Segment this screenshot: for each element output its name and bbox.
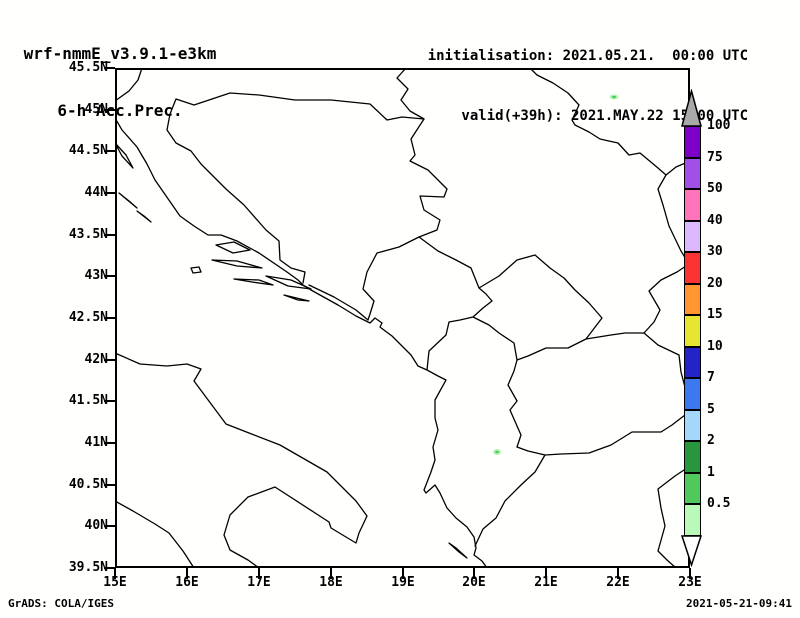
lon-axis-label: 21E (534, 575, 558, 590)
axis-tick (104, 525, 115, 527)
colorbar-overflow-arrow-top (681, 89, 702, 127)
axis-tick (617, 568, 619, 579)
colorbar-segment (684, 409, 701, 441)
colorbar-label: 50 (707, 181, 723, 196)
italy-coastline (115, 352, 368, 568)
axis-tick (104, 359, 115, 361)
colorbar-segment (684, 189, 701, 221)
map-frame (115, 68, 690, 568)
valid-time: valid(+39h): 2021.MAY.22 15:00 UTC (461, 108, 748, 124)
model-name: wrf-nmmE_v3.9.1-e3km (23, 44, 217, 63)
grads-credit: GrADS: COLA/IGES (8, 597, 114, 610)
lat-axis-label: 44.5N (68, 143, 108, 158)
colorbar-segment (684, 441, 701, 473)
colorbar-label: 20 (707, 275, 723, 291)
axis-tick (114, 568, 116, 579)
colorbar-label: 0.5 (707, 496, 731, 511)
run-info-block: initialisation: 2021.05.21. 00:00 UTC va… (428, 6, 748, 166)
lon-axis-label: 22E (606, 575, 630, 590)
adriatic-coastline (115, 117, 488, 568)
lon-axis-label: 16E (175, 575, 199, 590)
axis-tick (545, 568, 547, 579)
colorbar-segment (684, 378, 701, 410)
colorbar-label: 30 (707, 244, 723, 259)
axis-tick (473, 568, 475, 579)
model-title-block: wrf-nmmE_v3.9.1-e3km 6-h Acc.Prec. (8, 6, 232, 158)
montenegro-kosovo-borders (418, 236, 603, 371)
axis-tick (104, 234, 115, 236)
axis-tick (689, 568, 691, 579)
lat-axis-label: 39.5N (68, 560, 108, 575)
axis-tick (104, 317, 115, 319)
colorbar-segment (684, 346, 701, 378)
colorbar-label: 15 (707, 307, 723, 322)
colorbar-segment (684, 157, 701, 189)
lon-axis-label: 23E (678, 575, 702, 590)
lon-axis-label: 20E (462, 575, 486, 590)
product-name: 6-h Acc.Prec. (57, 101, 183, 120)
lon-axis-label: 19E (391, 575, 415, 590)
axis-tick (104, 567, 115, 569)
colorbar-label: 10 (707, 338, 723, 354)
lat-axis-label: 41.5N (68, 393, 108, 408)
colorbar-segment (684, 126, 701, 158)
colorbar-segment (684, 472, 701, 504)
aegean-coastline (657, 465, 690, 568)
colorbar-label: 2 (707, 433, 715, 448)
axis-tick (330, 568, 332, 579)
lat-axis-label: 43N (84, 268, 108, 283)
colorbar-label: 1 (707, 464, 715, 480)
colorbar-overflow-arrow-bottom (681, 535, 702, 567)
colorbar-segment (684, 504, 701, 536)
lon-axis-label: 18E (319, 575, 343, 590)
colorbar-label: 75 (707, 149, 723, 165)
lat-axis-label: 42.5N (68, 310, 108, 325)
colorbar-segment (684, 283, 701, 315)
serbia-bulgaria-border (643, 174, 690, 334)
colorbar-label: 40 (707, 212, 723, 228)
lat-axis-label: 45N (84, 102, 108, 117)
lat-axis-label: 40.5N (68, 477, 108, 492)
axis-tick (104, 109, 115, 111)
lat-axis-label: 44N (84, 185, 108, 200)
lat-axis-label: 41N (84, 435, 108, 450)
colorbar-segment (684, 315, 701, 347)
lat-axis-label: 45.5N (68, 60, 108, 75)
croatian-islands (115, 142, 468, 559)
axis-tick (104, 484, 115, 486)
colorbar-label: 100 (707, 118, 731, 133)
lon-axis-label: 15E (103, 575, 127, 590)
precip-spot-core (612, 95, 616, 99)
colorbar-label: 7 (707, 370, 715, 385)
axis-tick (402, 568, 404, 579)
lon-axis-label: 17E (247, 575, 271, 590)
axis-tick (104, 400, 115, 402)
northern-borders (115, 68, 690, 176)
colorbar-label: 5 (707, 401, 715, 417)
axis-tick (104, 67, 115, 69)
axis-tick (258, 568, 260, 579)
colorbar-segment (684, 252, 701, 284)
lat-axis-label: 43.5N (68, 227, 108, 242)
map-plot (115, 68, 690, 568)
init-time: initialisation: 2021.05.21. 00:00 UTC (427, 48, 748, 64)
lat-axis-label: 40N (84, 518, 108, 533)
bosnia-borders (166, 98, 448, 321)
axis-tick (186, 568, 188, 579)
creation-timestamp: 2021-05-21-09:41 (686, 597, 792, 610)
lat-axis-label: 42N (84, 352, 108, 367)
precip-spot-core (495, 450, 499, 454)
axis-tick (104, 150, 115, 152)
colorbar-segment (684, 220, 701, 252)
axis-tick (104, 442, 115, 444)
axis-tick (104, 275, 115, 277)
axis-tick (104, 192, 115, 194)
south-borders (474, 332, 690, 547)
